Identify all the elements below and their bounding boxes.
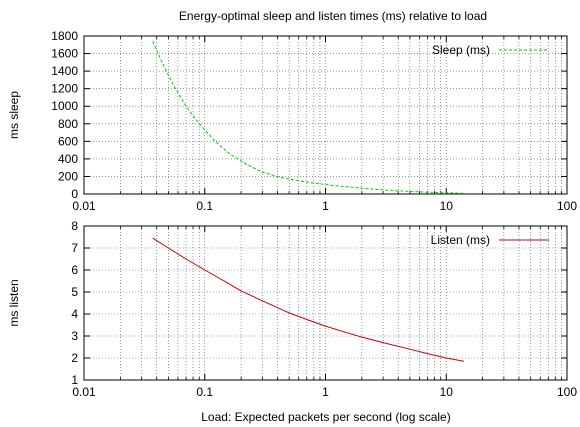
y-tick-label: 0 — [71, 187, 78, 201]
legend-label: Sleep (ms) — [432, 43, 490, 57]
chart-panel-1: 0.01 0.1 1 10 100020040060080010001200140016… — [7, 29, 577, 213]
y-axis-label: ms sleep — [7, 91, 21, 139]
y-tick-label: 800 — [58, 117, 78, 131]
y-tick-label: 400 — [58, 152, 78, 166]
y-axis-label: ms listen — [7, 279, 21, 326]
y-tick-label: 1 — [71, 373, 78, 387]
y-tick-label: 2 — [71, 351, 78, 365]
x-tick-label: 0.01 — [72, 385, 96, 399]
y-tick-label: 5 — [71, 285, 78, 299]
y-tick-label: 6 — [71, 263, 78, 277]
y-tick-label: 1000 — [51, 99, 78, 113]
y-tick-label: 4 — [71, 307, 78, 321]
y-tick-label: 1600 — [51, 47, 78, 61]
series-line-1 — [152, 41, 464, 194]
y-tick-label: 8 — [71, 219, 78, 233]
y-tick-label: 600 — [58, 134, 78, 148]
y-tick-label: 7 — [71, 241, 78, 255]
x-tick-label: 0.1 — [196, 199, 213, 213]
y-tick-label: 1400 — [51, 64, 78, 78]
plot-frame — [83, 225, 568, 381]
plot-frame — [83, 35, 568, 195]
x-tick-label: 1 — [322, 199, 329, 213]
x-tick-label: 1 — [322, 385, 329, 399]
x-tick-label: 0.01 — [72, 199, 96, 213]
x-tick-label: 0.1 — [196, 385, 213, 399]
x-tick-label: 100 — [557, 385, 577, 399]
y-tick-label: 200 — [58, 169, 78, 183]
y-tick-label: 1800 — [51, 29, 78, 43]
y-tick-label: 1200 — [51, 82, 78, 96]
chart-title: Energy-optimal sleep and listen times (m… — [179, 9, 487, 23]
x-tick-label: 100 — [557, 199, 577, 213]
x-tick-label: 10 — [440, 199, 454, 213]
x-axis-label: Load: Expected packets per second (log s… — [201, 410, 450, 424]
chart-panel-2: 0.01 0.1 1 10 100 1 2 3 4 5 6 7 8 ms listen Listen (ms… — [7, 219, 577, 399]
x-tick-label: 10 — [440, 385, 454, 399]
legend-label: Listen (ms) — [431, 233, 490, 247]
y-tick-label: 3 — [71, 329, 78, 343]
series-line-1 — [152, 237, 464, 362]
